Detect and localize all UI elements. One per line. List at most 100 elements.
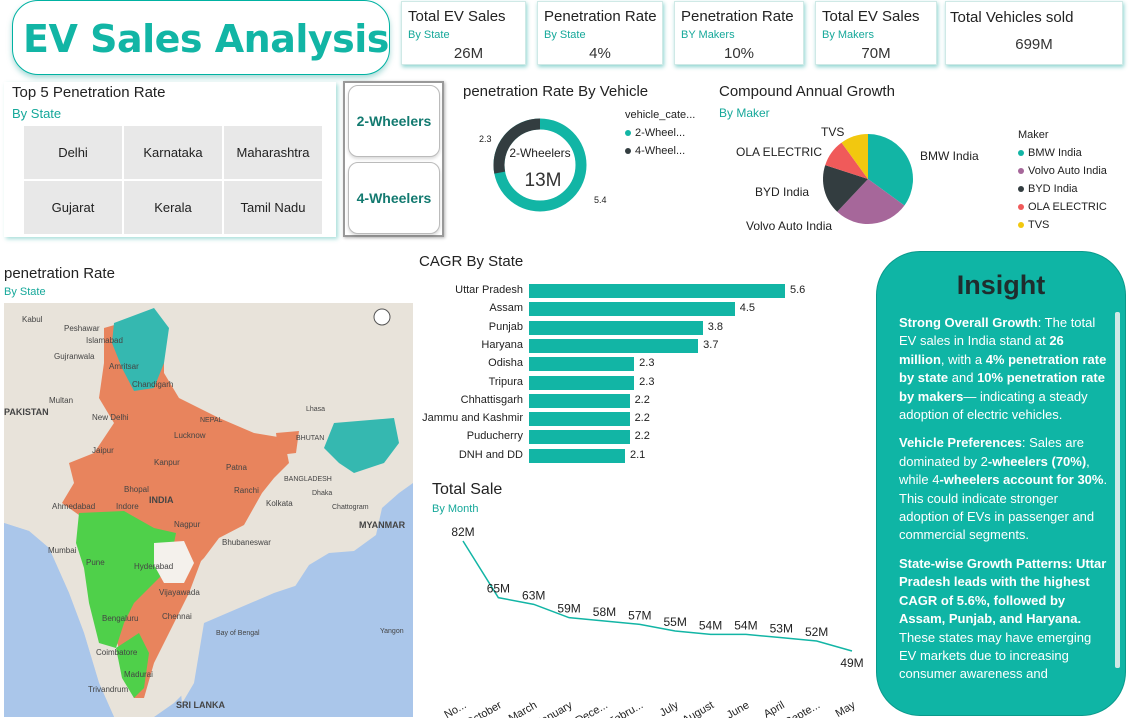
kpi-penetration-rate-state[interactable]: Penetration Rate By State 4%	[537, 1, 663, 65]
map-label: New Delhi	[92, 413, 129, 422]
map-label: Hyderabad	[134, 562, 173, 571]
bar-category-label: Jammu and Kashmir	[422, 412, 523, 425]
kpi-penetration-rate-makers[interactable]: Penetration Rate BY Makers 10%	[674, 1, 804, 65]
state-cell[interactable]: Gujarat	[24, 181, 122, 234]
bar-value-label: 4.5	[739, 302, 755, 315]
legend-label: BYD India	[1028, 183, 1078, 195]
legend-title: vehicle_cate...	[625, 109, 696, 121]
kpi-title: Penetration Rate	[544, 8, 657, 25]
insight-card: Insight Strong Overall Growth: The total…	[876, 251, 1126, 716]
pie-slice[interactable]	[868, 134, 913, 206]
map-region-top[interactable]	[116, 633, 149, 698]
kpi-total-ev-sales-state[interactable]: Total EV Sales By State 26M	[401, 1, 526, 65]
kpi-value: 26M	[453, 45, 484, 62]
legend-dot	[1018, 150, 1024, 156]
insight-text: : The total EV sales in India stand at	[899, 315, 1096, 349]
pie-slice[interactable]	[841, 134, 868, 179]
cagr-maker-pie[interactable]: TVS OLA ELECTRIC BMW India BYD India Vol…	[735, 118, 1010, 240]
pie-label: BYD India	[755, 185, 809, 199]
total-sale-title: Total Sale	[432, 481, 503, 498]
bar[interactable]	[529, 357, 635, 372]
map-label: Vijayawada	[159, 588, 200, 597]
pie-slice[interactable]	[825, 142, 868, 179]
insight-scrollbar[interactable]	[1115, 312, 1120, 668]
map-region-nodata[interactable]	[154, 541, 194, 583]
state-cell[interactable]: Kerala	[124, 181, 222, 234]
kpi-total-vehicles-sold[interactable]: Total Vehicles sold 699M	[945, 1, 1123, 65]
map-label: Dhaka	[312, 490, 332, 497]
line-data-label: 49M	[840, 656, 863, 670]
legend-item[interactable]: Volvo Auto India	[1018, 162, 1128, 180]
map-title: penetration Rate	[4, 265, 115, 282]
india-map[interactable]: Kabul Peshawar Islamabad Gujranwala Amri…	[4, 303, 413, 717]
map-region-high[interactable]	[62, 318, 289, 573]
kpi-title: Total EV Sales	[822, 8, 920, 25]
map-region-jk[interactable]	[112, 308, 169, 391]
kpi-value: 4%	[589, 45, 611, 62]
donut-slice-4-wheelers[interactable]	[493, 118, 541, 174]
map-region-ne[interactable]	[324, 418, 399, 473]
map-label: Patna	[226, 463, 247, 472]
state-cell[interactable]: Delhi	[24, 126, 122, 179]
line-data-label: 55M	[664, 615, 687, 629]
legend-item[interactable]: BYD India	[1018, 180, 1128, 198]
map-region-top[interactable]	[76, 511, 176, 648]
pie-slice[interactable]	[837, 179, 905, 224]
legend-label: OLA ELECTRIC	[1028, 201, 1107, 213]
bar-value-label: 2.3	[639, 375, 655, 388]
bar[interactable]	[529, 338, 699, 353]
insight-bold: State-wise Growth Patterns: Uttar Prades…	[899, 555, 1107, 627]
legend-dot	[625, 148, 631, 154]
total-sale-line-chart[interactable]: 82M 65M 63M 59M 58M 57M 55M 54M 54M 53M 52M 49M No.…	[420, 525, 870, 718]
line-data-label: 53M	[770, 622, 793, 636]
legend-item[interactable]: BMW India	[1018, 144, 1128, 162]
bar[interactable]	[529, 430, 630, 445]
x-axis-tick-label: March	[507, 699, 539, 718]
map-canvas[interactable]: Kabul Peshawar Islamabad Gujranwala Amri…	[4, 303, 413, 717]
bar[interactable]	[529, 448, 625, 463]
slicer-option-2-wheelers[interactable]: 2-Wheelers	[348, 85, 440, 157]
state-cell[interactable]: Maharashtra	[224, 126, 322, 179]
legend-item[interactable]: OLA ELECTRIC	[1018, 198, 1128, 216]
insight-body[interactable]: Strong Overall Growth: The total EV sale…	[899, 314, 1109, 694]
state-cell[interactable]: Karnataka	[124, 126, 222, 179]
x-axis-tick-label: April	[762, 699, 787, 718]
bar-category-label: Chhattisgarh	[460, 393, 523, 406]
map-label: Yangon	[380, 628, 404, 635]
bar[interactable]	[529, 393, 630, 408]
map-label: Chandigarh	[132, 380, 173, 389]
pie-slice[interactable]	[823, 165, 868, 212]
state-cell[interactable]: Tamil Nadu	[224, 181, 322, 234]
line-data-label: 54M	[699, 618, 722, 632]
map-label: Islamabad	[86, 336, 123, 345]
x-axis-tick-label: June	[725, 699, 752, 718]
insight-point: Strong Overall Growth: The total EV sale…	[899, 314, 1109, 424]
maker-legend: Maker BMW India Volvo Auto India BYD Ind…	[1018, 126, 1128, 234]
legend-item[interactable]: TVS	[1018, 216, 1128, 234]
map-label: Bay of Bengal	[216, 630, 260, 637]
donut-chart[interactable]: 2-Wheelers 13M 2.3 5.4	[475, 108, 615, 228]
bar[interactable]	[529, 302, 735, 317]
kpi-total-ev-sales-makers[interactable]: Total EV Sales By Makers 70M	[815, 1, 937, 65]
pie-label: TVS	[821, 125, 844, 139]
top5-penetration-panel: Top 5 Penetration Rate By State Delhi Ka…	[4, 82, 336, 237]
kpi-subtitle: By State	[408, 29, 450, 41]
insight-text: and	[948, 370, 978, 386]
bar[interactable]	[529, 375, 635, 390]
insight-bold: 4% penetration rate by state	[899, 351, 1107, 386]
bar-category-label: Tripura	[488, 375, 523, 388]
legend-item[interactable]: 4-Wheel...	[625, 142, 705, 160]
bar[interactable]	[529, 320, 703, 335]
legend-dot	[1018, 168, 1024, 174]
bar[interactable]	[529, 284, 785, 298]
map-region-high[interactable]	[276, 431, 299, 455]
legend-item[interactable]: 2-Wheel...	[625, 124, 705, 142]
bar[interactable]	[529, 412, 630, 427]
line-data-label: 65M	[487, 582, 510, 596]
map-focus-icon[interactable]	[373, 308, 391, 326]
pie-label: BMW India	[920, 149, 979, 163]
sales-line	[462, 540, 853, 652]
x-axis-tick-label: No...	[442, 699, 468, 718]
slicer-option-4-wheelers[interactable]: 4-Wheelers	[348, 162, 440, 234]
map-label: INDIA	[149, 495, 174, 505]
